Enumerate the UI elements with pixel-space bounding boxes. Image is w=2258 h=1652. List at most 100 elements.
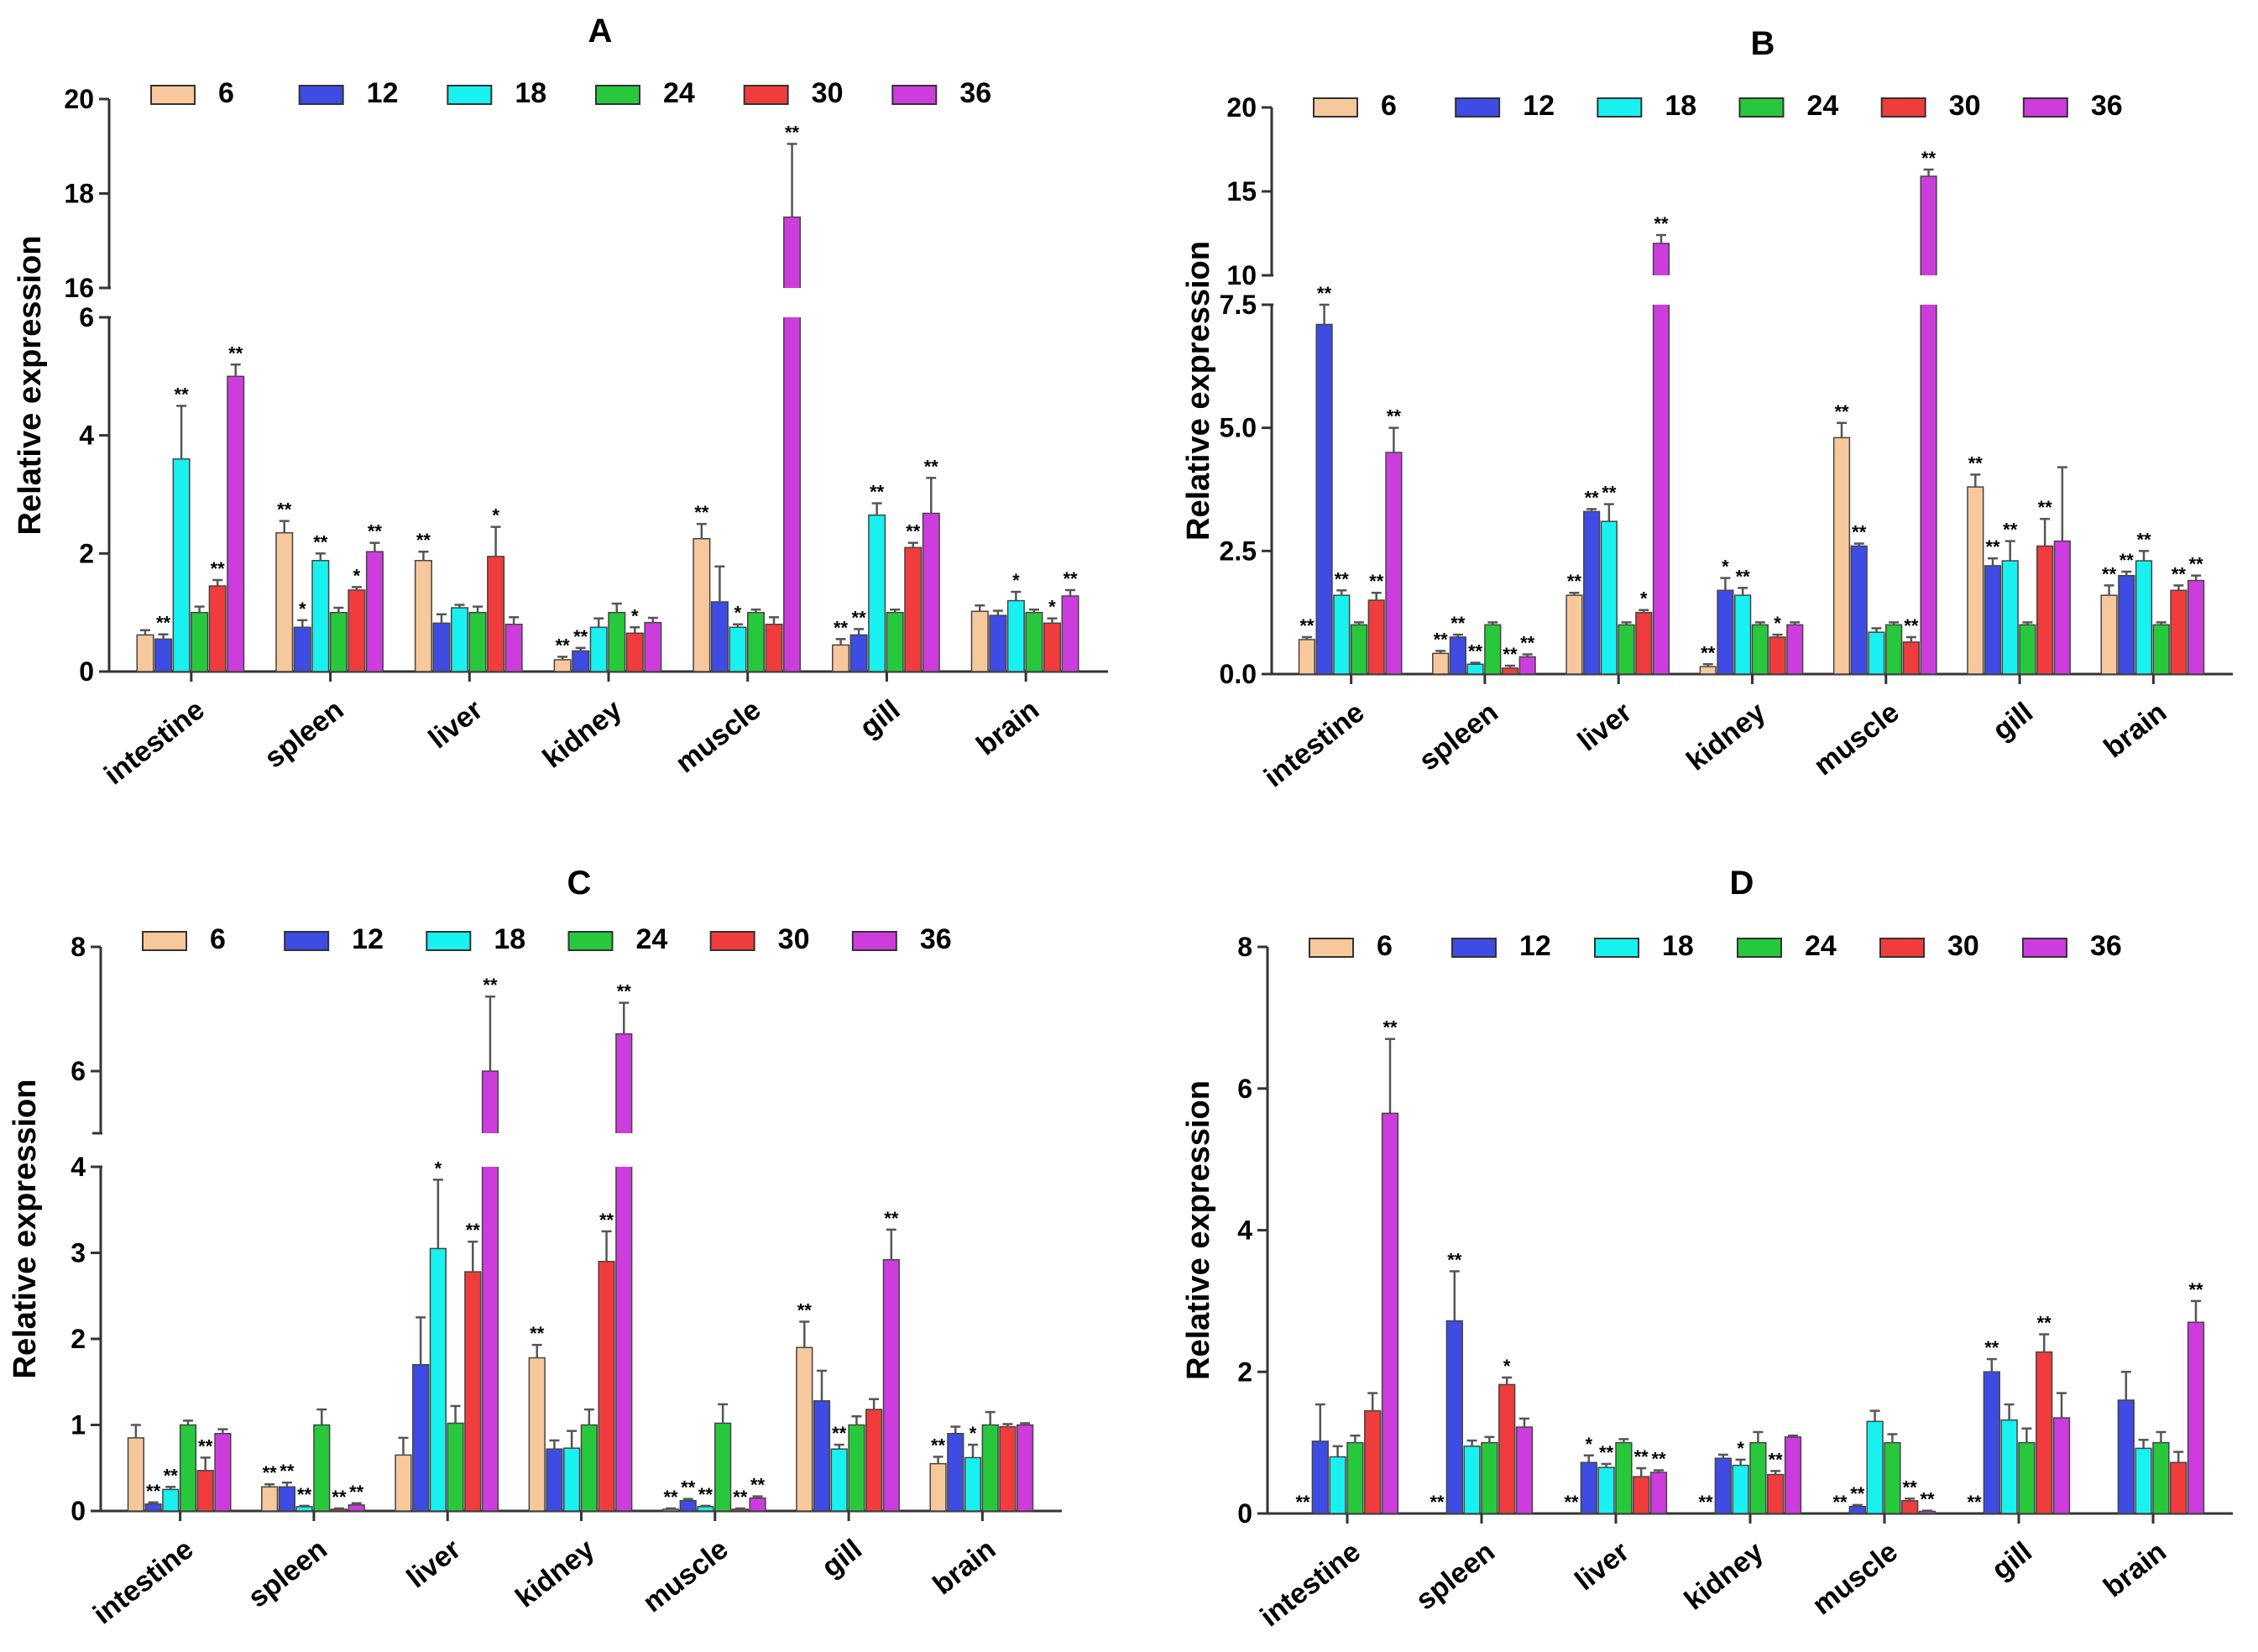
significance-marker: **	[2136, 529, 2151, 550]
significance-marker: **	[797, 1300, 813, 1321]
legend-label-36: 36	[2091, 90, 2123, 122]
legend-swatch-12	[1455, 97, 1501, 118]
bar	[1784, 1436, 1802, 1514]
bar	[136, 634, 154, 672]
bar	[1565, 594, 1583, 675]
significance-marker: **	[1984, 1337, 1999, 1358]
significance-marker: **	[2003, 520, 2018, 541]
category-label-muscle: muscle	[670, 693, 767, 779]
legend-label-30: 30	[1947, 930, 1979, 962]
bar	[679, 1499, 697, 1512]
bar	[999, 1425, 1017, 1512]
bar	[1868, 631, 1885, 675]
legend-label-24: 24	[663, 77, 695, 109]
y-tick-label: 2.5	[1220, 536, 1257, 566]
significance-marker: **	[2119, 550, 2135, 571]
bar	[504, 623, 523, 672]
bar	[832, 644, 850, 672]
significance-marker: **	[924, 456, 939, 477]
significance-marker: *	[435, 1158, 442, 1179]
bar	[553, 659, 572, 672]
significance-marker: **	[1602, 483, 1617, 504]
bar	[729, 626, 747, 672]
bar	[563, 1447, 581, 1512]
bar	[450, 607, 469, 672]
significance-marker: **	[1520, 633, 1535, 654]
bar	[1714, 1457, 1732, 1514]
bar	[1043, 622, 1061, 672]
significance-marker: **	[1701, 642, 1716, 663]
bar	[710, 601, 729, 672]
category-label-liver: liver	[1569, 1535, 1635, 1597]
category-label-kidney: kidney	[1680, 696, 1771, 776]
bar	[1920, 175, 1937, 675]
bar	[1885, 624, 1903, 675]
significance-marker: **	[2102, 563, 2117, 584]
bar	[1649, 1472, 1668, 1514]
bar	[154, 638, 173, 672]
significance-marker: *	[1586, 1434, 1593, 1455]
bar	[1983, 1371, 2000, 1514]
significance-marker: *	[353, 565, 361, 586]
significance-marker: **	[1921, 148, 1937, 169]
significance-marker: *	[1722, 557, 1729, 578]
significance-marker: **	[1567, 571, 1582, 592]
category-label-liver: liver	[401, 1533, 468, 1594]
bar	[1848, 1505, 1866, 1514]
bar	[1346, 1441, 1364, 1514]
significance-marker: **	[1335, 568, 1350, 589]
category-label-muscle: muscle	[1808, 696, 1905, 782]
significance-marker: **	[483, 975, 498, 996]
significance-marker: **	[617, 981, 632, 1002]
bar	[2001, 560, 2019, 675]
y-tick-label: 4	[71, 1152, 86, 1182]
significance-marker: **	[175, 384, 190, 405]
bar	[1984, 565, 2002, 675]
significance-marker: **	[1387, 406, 1402, 427]
legend-swatch-6	[1313, 97, 1358, 118]
bar-break-gap	[1918, 275, 1939, 305]
panel-title: B	[1751, 25, 1775, 62]
panel-title: C	[567, 865, 592, 902]
bar	[432, 622, 451, 672]
category-label-kidney: kidney	[537, 693, 628, 774]
bar	[1884, 1441, 1901, 1514]
legend-swatch-24	[1738, 97, 1785, 118]
bar	[2036, 545, 2054, 675]
category-label-gill: gill	[854, 693, 906, 744]
legend-swatch-6	[1309, 938, 1354, 958]
y-axis-label: Relative expression	[8, 1080, 43, 1379]
bar	[2152, 624, 2170, 675]
bar	[412, 1364, 430, 1512]
significance-marker: **	[1920, 1489, 1935, 1510]
bar	[1315, 323, 1333, 675]
bar	[1769, 636, 1786, 675]
bar	[1432, 652, 1450, 675]
significance-marker: **	[1968, 452, 1984, 473]
bar	[1850, 545, 1868, 675]
y-tick-label: 16	[64, 273, 94, 303]
y-tick-label: 0	[71, 1496, 86, 1526]
significance-marker: **	[2172, 563, 2187, 584]
bar	[580, 1424, 598, 1512]
y-tick-label: 6	[79, 302, 94, 332]
bar	[714, 1422, 732, 1512]
legend-label-12: 12	[1519, 930, 1551, 962]
bar	[1481, 1441, 1498, 1514]
bar	[1633, 1476, 1650, 1514]
bar	[214, 1433, 232, 1512]
bar	[1597, 1466, 1615, 1514]
legend-swatch-30	[709, 931, 755, 951]
legend-label-18: 18	[1665, 90, 1696, 122]
bar	[1618, 624, 1635, 675]
bar	[1600, 520, 1618, 675]
legend-label-30: 30	[778, 923, 810, 955]
bar	[2118, 574, 2135, 675]
bar	[796, 1346, 813, 1512]
bar	[970, 610, 989, 672]
bar	[1767, 1473, 1785, 1514]
significance-marker: **	[1903, 1477, 1918, 1498]
bar	[765, 623, 783, 672]
bar	[487, 556, 505, 672]
